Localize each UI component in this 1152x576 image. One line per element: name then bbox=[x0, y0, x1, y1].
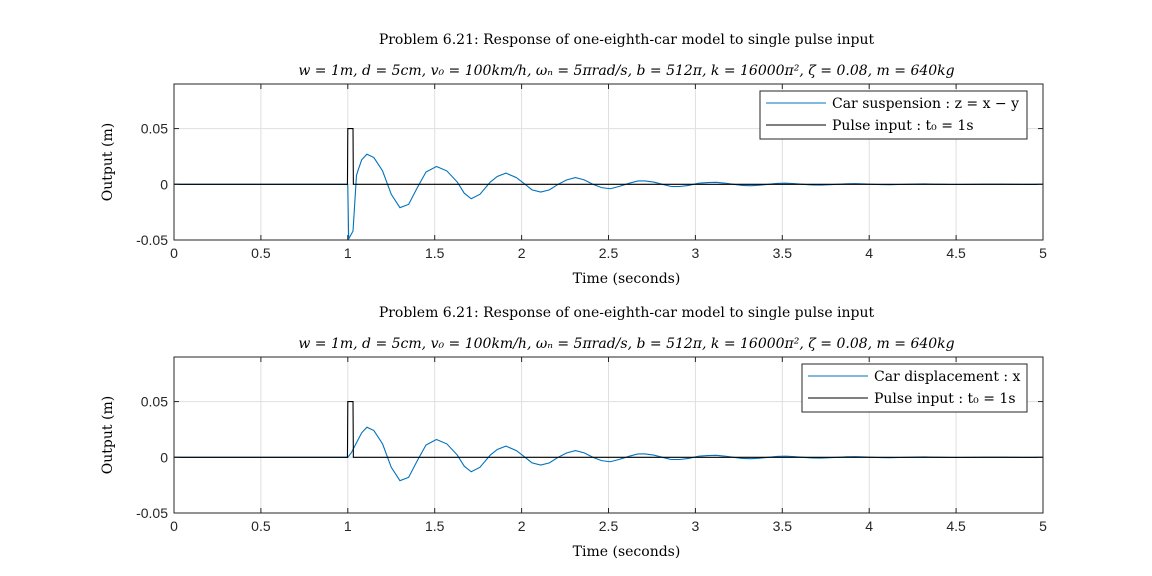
x-tick-label: 4 bbox=[865, 245, 873, 261]
legend-entry: Pulse input : t₀ = 1s bbox=[874, 391, 1016, 407]
x-tick-label: 5 bbox=[1039, 518, 1047, 534]
legend-entry: Car displacement : x bbox=[874, 369, 1021, 385]
chart-title: Problem 6.21: Response of one-eighth-car… bbox=[379, 305, 875, 321]
x-tick-label: 1 bbox=[344, 518, 352, 534]
chart-title: Problem 6.21: Response of one-eighth-car… bbox=[379, 32, 875, 48]
y-axis-label: Output (m) bbox=[100, 396, 116, 474]
x-tick-label: 2.5 bbox=[599, 245, 619, 261]
x-tick-label: 0.5 bbox=[251, 245, 271, 261]
x-tick-label: 3 bbox=[692, 245, 700, 261]
y-tick-label: -0.05 bbox=[136, 505, 168, 521]
x-tick-label: 4.5 bbox=[946, 245, 966, 261]
x-tick-label: 0.5 bbox=[251, 518, 271, 534]
x-tick-label: 1 bbox=[344, 245, 352, 261]
legend-box bbox=[801, 363, 1028, 413]
x-axis-label: Time (seconds) bbox=[573, 544, 681, 560]
legend-entry: Pulse input : t₀ = 1s bbox=[832, 118, 974, 134]
x-tick-label: 5 bbox=[1039, 245, 1047, 261]
chart-subtitle: w = 1m, d = 5cm, v₀ = 100km/h, ωₙ = 5πra… bbox=[298, 336, 954, 352]
x-tick-label: 4.5 bbox=[946, 518, 966, 534]
y-axis-label: Output (m) bbox=[100, 123, 116, 201]
legend: Car displacement : x Pulse input : t₀ = 1… bbox=[801, 363, 1028, 413]
x-tick-label: 2 bbox=[518, 518, 526, 534]
y-tick-label: 0.05 bbox=[141, 394, 168, 410]
x-tick-label: 1.5 bbox=[425, 518, 445, 534]
x-tick-label: 2.5 bbox=[599, 518, 619, 534]
legend-box bbox=[759, 90, 1028, 140]
x-tick-label: 3.5 bbox=[773, 245, 793, 261]
x-axis-label: Time (seconds) bbox=[573, 271, 681, 287]
x-tick-label: 1.5 bbox=[425, 245, 445, 261]
x-tick-label: 0 bbox=[170, 245, 178, 261]
y-tick-label: -0.05 bbox=[136, 232, 168, 248]
x-tick-label: 3 bbox=[692, 518, 700, 534]
chart-subtitle: w = 1m, d = 5cm, v₀ = 100km/h, ωₙ = 5πra… bbox=[298, 63, 954, 79]
legend-entry: Car suspension : z = x − y bbox=[832, 96, 1019, 112]
x-tick-label: 0 bbox=[170, 518, 178, 534]
y-tick-label: 0 bbox=[160, 449, 168, 465]
legend: Car suspension : z = x − y Pulse input : … bbox=[759, 90, 1028, 140]
y-tick-label: 0.05 bbox=[141, 121, 168, 137]
x-tick-label: 2 bbox=[518, 245, 526, 261]
pulse-input-line bbox=[174, 401, 1043, 458]
pulse-input-line bbox=[174, 128, 1043, 185]
x-tick-label: 3.5 bbox=[773, 518, 793, 534]
x-tick-label: 4 bbox=[865, 518, 873, 534]
y-tick-label: 0 bbox=[160, 176, 168, 192]
